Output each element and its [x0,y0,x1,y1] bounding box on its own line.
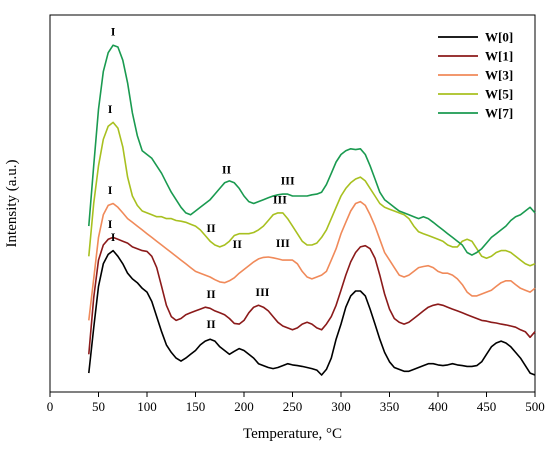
peak-label: II [206,317,216,331]
x-tick-label: 100 [137,399,157,414]
x-tick-label: 400 [428,399,448,414]
series-layer [88,44,536,376]
peak-label: II [222,162,232,176]
peak-label: I [108,183,113,197]
legend-label-4: W[7] [485,106,513,121]
peak-label: II [233,237,243,251]
x-tick-label: 350 [380,399,400,414]
peak-label: I [108,102,113,116]
legend-label-2: W[3] [485,68,513,83]
series-line-2 [88,200,536,321]
peak-label: II [206,221,216,235]
x-tick-label: 250 [283,399,303,414]
x-axis-title: Temperature, °C [243,426,342,442]
legend-label-0: W[0] [485,30,513,45]
legend-label-1: W[1] [485,49,513,64]
peak-label: I [108,217,113,231]
series-line-0 [88,249,536,376]
x-tick-label: 150 [186,399,206,414]
y-axis-title: Intensity (a.u.) [4,160,20,248]
x-tick-label: 500 [525,399,545,414]
peak-label: II [206,287,216,301]
peak-label: I [111,230,116,244]
legend-label-3: W[5] [485,87,513,102]
x-tick-label: 450 [477,399,497,414]
x-tick-label: 50 [92,399,105,414]
x-tick-label: 300 [331,399,351,414]
series-line-4 [88,44,536,256]
plot-area [49,14,536,393]
x-tick-label: 200 [234,399,254,414]
peak-label: III [276,236,290,250]
x-axis: 0 50 100 150 200 250 300 350 400 450 500 [47,392,545,414]
x-tick-label: 0 [47,399,54,414]
peak-label: I [111,25,116,39]
series-line-1 [88,236,536,355]
peak-label: III [273,193,287,207]
peak-label: III [281,174,295,188]
legend: W[0] W[1] W[3] W[5] W[7] [438,30,513,121]
peak-label: III [255,285,269,299]
